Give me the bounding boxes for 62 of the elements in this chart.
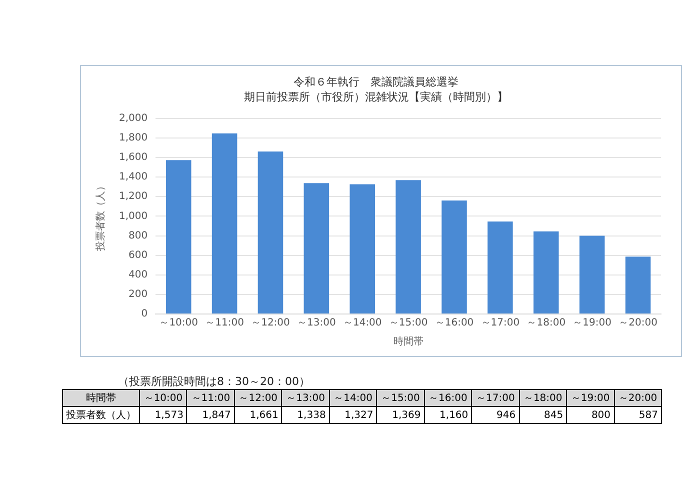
chart-subtitle: 期日前投票所（市役所）混雑状況【実績（時間別）】 [244, 90, 508, 104]
bar [350, 184, 376, 314]
y-axis-title: 投票者数（人） [94, 181, 107, 252]
data-label: 1,327 [329, 406, 377, 424]
y-tick-label: 1,800 [118, 132, 148, 144]
data-label: 1,573 [140, 406, 187, 424]
data-label: 845 [519, 406, 567, 424]
data-label: 1,338 [282, 406, 330, 424]
y-tick-label: 1,600 [118, 152, 148, 164]
category-label: ～14:00 [334, 393, 372, 404]
category-label: ～10:00 [144, 393, 183, 404]
y-tick-label: 2,000 [118, 112, 148, 124]
bar [442, 200, 467, 314]
bar [579, 236, 605, 314]
data-label: 800 [566, 406, 614, 424]
category-label: ～15:00 [381, 393, 420, 404]
category-label: ～16:00 [428, 393, 468, 404]
y-tick-label: 200 [128, 289, 148, 300]
x-tick-label: ～18:00 [526, 318, 566, 329]
bar [534, 231, 559, 314]
data-label: 1,369 [376, 406, 424, 424]
text: 投票者数（人） [66, 410, 136, 421]
chart-title: 令和６年執行 衆議院議員総選挙 [294, 75, 458, 88]
data-label: 1,847 [186, 406, 234, 424]
bar [258, 152, 284, 314]
data-label: 1,661 [234, 406, 282, 424]
y-tick-label: 1,400 [118, 172, 148, 183]
x-tick-label: ～11:00 [205, 318, 244, 329]
y-tick-label: 600 [128, 250, 148, 261]
x-tick-label: ～12:00 [251, 318, 290, 329]
x-tick-label: ～20:00 [618, 318, 658, 329]
x-tick-label: ～13:00 [297, 318, 336, 329]
x-axis-title: 時間帯 [393, 336, 424, 348]
x-tick-label: ～16:00 [434, 318, 474, 329]
bar [304, 183, 330, 314]
y-tick-label: 1,200 [118, 191, 148, 202]
category-label: ～20:00 [618, 393, 658, 404]
x-tick-label: ～19:00 [572, 318, 612, 329]
x-tick-label: ～15:00 [388, 318, 428, 329]
category-label: ～12:00 [238, 393, 278, 404]
x-tick-label: ～17:00 [480, 318, 520, 329]
y-tick-label: 0 [141, 308, 148, 320]
data-label: 587 [614, 406, 662, 424]
data-label: 946 [472, 406, 520, 424]
y-tick-label: 1,000 [118, 210, 148, 222]
category-label: ～18:00 [523, 393, 562, 404]
category-label: ～19:00 [570, 393, 610, 404]
category-label: ～17:00 [476, 393, 515, 404]
category-label: ～13:00 [286, 393, 325, 404]
bar [212, 133, 238, 314]
bar [488, 221, 513, 314]
y-tick-label: 400 [128, 269, 148, 280]
bar [396, 180, 421, 314]
bar [625, 256, 651, 314]
y-tick-label: 800 [128, 230, 148, 242]
x-tick-label: ～10:00 [159, 318, 198, 329]
text: 時間帯 [86, 393, 116, 404]
bar [166, 160, 192, 314]
category-label: ～11:00 [191, 393, 230, 404]
x-tick-label: ～14:00 [342, 318, 382, 329]
data-label: 1,160 [424, 406, 472, 424]
text: （投票所開設時間は8：30～20：00） [118, 374, 310, 389]
